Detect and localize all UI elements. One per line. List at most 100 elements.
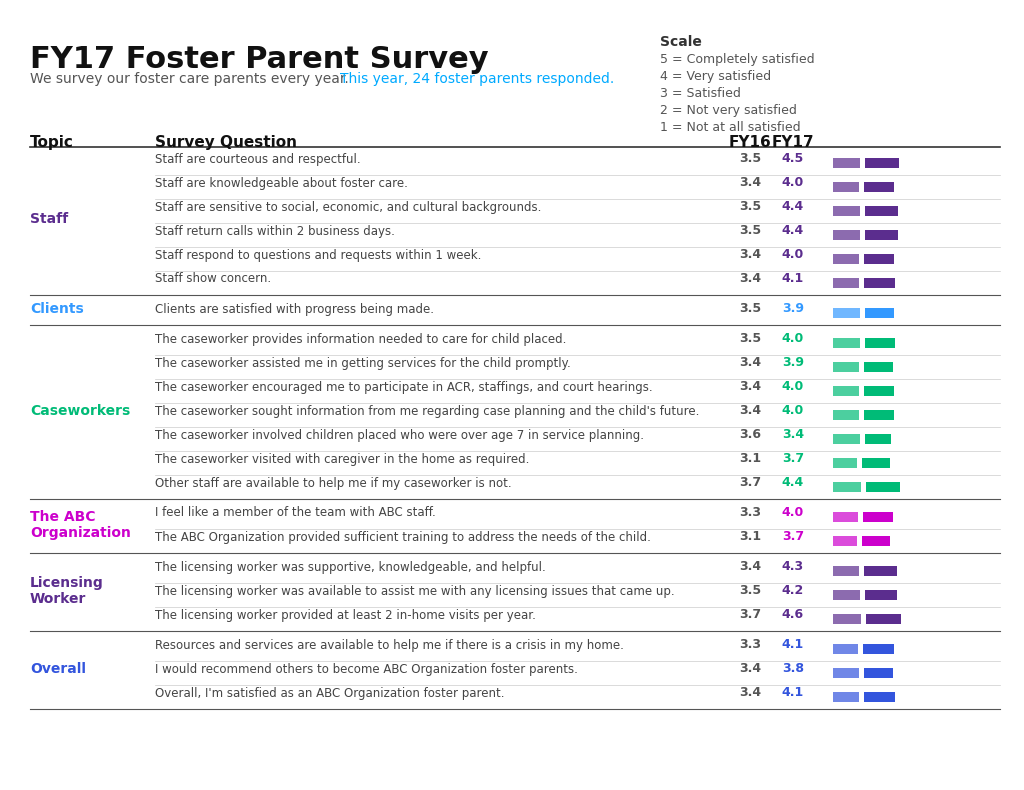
Text: 4.1: 4.1 [782, 273, 804, 285]
Text: The licensing worker provided at least 2 in-home visits per year.: The licensing worker provided at least 2… [155, 608, 536, 622]
FancyBboxPatch shape [864, 254, 894, 264]
Text: 3.5: 3.5 [739, 224, 761, 238]
FancyBboxPatch shape [864, 278, 895, 288]
Text: 3.4: 3.4 [739, 381, 761, 393]
Text: 4.4: 4.4 [782, 476, 804, 490]
Text: The caseworker encouraged me to participate in ACR, staffings, and court hearing: The caseworker encouraged me to particip… [155, 381, 652, 393]
Text: FY16: FY16 [729, 135, 771, 150]
Text: 3.4: 3.4 [739, 687, 761, 699]
Text: 3.4: 3.4 [739, 249, 761, 261]
Text: 3.4: 3.4 [739, 273, 761, 285]
FancyBboxPatch shape [864, 206, 898, 216]
Text: 3.8: 3.8 [782, 663, 804, 675]
Text: 3.7: 3.7 [782, 531, 804, 544]
FancyBboxPatch shape [833, 644, 858, 654]
FancyBboxPatch shape [865, 434, 891, 444]
FancyBboxPatch shape [833, 590, 859, 600]
FancyBboxPatch shape [864, 158, 899, 168]
Text: The caseworker assisted me in getting services for the child promptly.: The caseworker assisted me in getting se… [155, 356, 570, 370]
Text: 3.3: 3.3 [739, 638, 761, 652]
FancyBboxPatch shape [864, 668, 893, 678]
FancyBboxPatch shape [864, 362, 894, 372]
FancyBboxPatch shape [861, 536, 890, 546]
Text: The licensing worker was available to assist me with any licensing issues that c: The licensing worker was available to as… [155, 585, 675, 597]
FancyBboxPatch shape [833, 278, 859, 288]
FancyBboxPatch shape [833, 434, 860, 444]
FancyBboxPatch shape [833, 614, 861, 624]
Text: 3.5: 3.5 [739, 303, 761, 315]
FancyBboxPatch shape [866, 482, 899, 492]
FancyBboxPatch shape [833, 308, 859, 318]
Text: Staff are sensitive to social, economic, and cultural backgrounds.: Staff are sensitive to social, economic,… [155, 201, 542, 213]
Text: 3 = Satisfied: 3 = Satisfied [660, 87, 741, 100]
Text: FY17 Foster Parent Survey: FY17 Foster Parent Survey [30, 45, 488, 74]
Text: 3.7: 3.7 [739, 476, 761, 490]
Text: The caseworker visited with caregiver in the home as required.: The caseworker visited with caregiver in… [155, 453, 529, 465]
FancyBboxPatch shape [833, 458, 856, 468]
FancyBboxPatch shape [833, 182, 859, 192]
Text: Licensing
Worker: Licensing Worker [30, 576, 103, 606]
Text: 3.4: 3.4 [739, 663, 761, 675]
Text: Caseworkers: Caseworkers [30, 404, 130, 418]
Text: 4.2: 4.2 [782, 585, 804, 597]
Text: 3.9: 3.9 [782, 303, 804, 315]
FancyBboxPatch shape [833, 206, 859, 216]
Text: Clients are satisfied with progress being made.: Clients are satisfied with progress bein… [155, 303, 434, 315]
Text: 3.4: 3.4 [739, 560, 761, 574]
Text: FY17: FY17 [772, 135, 814, 150]
Text: 3.4: 3.4 [739, 404, 761, 417]
Text: 1 = Not at all satisfied: 1 = Not at all satisfied [660, 121, 801, 134]
Text: 4 = Very satisfied: 4 = Very satisfied [660, 70, 771, 83]
Text: Staff are knowledgeable about foster care.: Staff are knowledgeable about foster car… [155, 176, 408, 190]
Text: 4.0: 4.0 [782, 249, 804, 261]
FancyBboxPatch shape [833, 254, 859, 264]
Text: I feel like a member of the team with ABC staff.: I feel like a member of the team with AB… [155, 506, 436, 520]
Text: The ABC
Organization: The ABC Organization [30, 510, 131, 540]
Text: 4.0: 4.0 [782, 404, 804, 417]
Text: The licensing worker was supportive, knowledgeable, and helpful.: The licensing worker was supportive, kno… [155, 560, 546, 574]
FancyBboxPatch shape [833, 692, 859, 702]
Text: The ABC Organization provided sufficient training to address the needs of the ch: The ABC Organization provided sufficient… [155, 531, 651, 544]
Text: 3.4: 3.4 [739, 356, 761, 370]
FancyBboxPatch shape [864, 692, 895, 702]
Text: 3.9: 3.9 [782, 356, 804, 370]
FancyBboxPatch shape [833, 230, 859, 240]
Text: 3.4: 3.4 [782, 428, 804, 442]
Text: 3.5: 3.5 [739, 585, 761, 597]
FancyBboxPatch shape [833, 338, 859, 348]
Text: 4.4: 4.4 [782, 201, 804, 213]
Text: 3.5: 3.5 [739, 333, 761, 345]
Text: 4.5: 4.5 [782, 152, 804, 165]
FancyBboxPatch shape [833, 482, 861, 492]
Text: 3.3: 3.3 [739, 506, 761, 520]
FancyBboxPatch shape [864, 410, 894, 420]
FancyBboxPatch shape [833, 566, 859, 576]
Text: 4.0: 4.0 [782, 506, 804, 520]
Text: Overall, I'm satisfied as an ABC Organization foster parent.: Overall, I'm satisfied as an ABC Organiz… [155, 687, 505, 699]
Text: 3.5: 3.5 [739, 152, 761, 165]
Text: 4.3: 4.3 [782, 560, 804, 574]
Text: 3.7: 3.7 [782, 453, 804, 465]
Text: Topic: Topic [30, 135, 74, 150]
Text: I would recommend others to become ABC Organization foster parents.: I would recommend others to become ABC O… [155, 663, 578, 675]
Text: Resources and services are available to help me if there is a crisis in my home.: Resources and services are available to … [155, 638, 624, 652]
Text: 4.4: 4.4 [782, 224, 804, 238]
FancyBboxPatch shape [863, 512, 894, 522]
FancyBboxPatch shape [833, 668, 859, 678]
Text: Survey Question: Survey Question [155, 135, 297, 150]
Text: 3.5: 3.5 [739, 201, 761, 213]
Text: We survey our foster care parents every year.: We survey our foster care parents every … [30, 72, 353, 86]
FancyBboxPatch shape [864, 386, 894, 396]
Text: Staff show concern.: Staff show concern. [155, 273, 271, 285]
Text: Other staff are available to help me if my caseworker is not.: Other staff are available to help me if … [155, 476, 512, 490]
FancyBboxPatch shape [833, 158, 859, 168]
Text: 4.0: 4.0 [782, 381, 804, 393]
Text: 3.1: 3.1 [739, 453, 761, 465]
FancyBboxPatch shape [864, 182, 894, 192]
Text: 4.0: 4.0 [782, 176, 804, 190]
Text: The caseworker involved children placed who were over age 7 in service planning.: The caseworker involved children placed … [155, 428, 644, 442]
Text: Staff are courteous and respectful.: Staff are courteous and respectful. [155, 152, 360, 165]
FancyBboxPatch shape [864, 566, 897, 576]
FancyBboxPatch shape [866, 614, 901, 624]
FancyBboxPatch shape [833, 362, 859, 372]
